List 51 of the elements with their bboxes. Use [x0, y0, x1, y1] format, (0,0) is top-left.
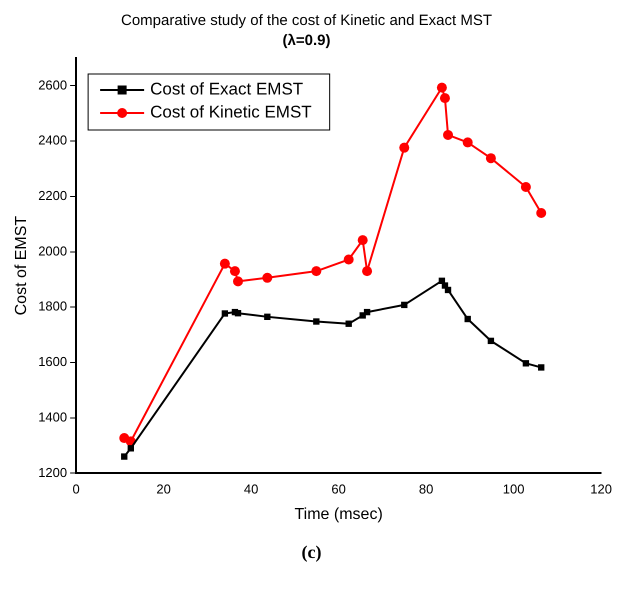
point — [311, 266, 322, 276]
legend-label: Cost of Exact EMST — [150, 80, 304, 99]
x-tick-label: 120 — [590, 482, 612, 497]
y-tick-label: 2600 — [38, 77, 68, 92]
x-tick-label: 0 — [72, 482, 80, 497]
y-tick-label: 1400 — [38, 409, 68, 424]
point — [121, 453, 128, 460]
point — [230, 266, 240, 276]
point — [234, 310, 242, 316]
point — [362, 266, 372, 276]
point — [488, 338, 494, 344]
point — [346, 320, 352, 327]
point — [128, 445, 134, 452]
point — [436, 82, 447, 93]
point — [262, 272, 272, 283]
point — [464, 316, 471, 322]
point — [443, 130, 454, 140]
point — [222, 310, 228, 317]
y-tick-label: 2000 — [38, 243, 68, 258]
point — [313, 318, 320, 325]
point — [220, 258, 230, 269]
x-tick-label: 80 — [418, 482, 434, 497]
text: (c) — [300, 542, 322, 563]
point — [399, 142, 410, 153]
y-tick-label: 1200 — [38, 464, 68, 480]
chart-title: Comparative study of the cost of Kinetic and Exact MST — [120, 12, 492, 30]
y-tick-label: 1800 — [38, 298, 68, 314]
point — [344, 254, 354, 265]
x-tick-label: 20 — [156, 482, 171, 497]
x-tick-label: 40 — [244, 482, 258, 497]
y-tick-label: 1600 — [38, 354, 68, 370]
chart-subtitle: (λ=0.9) — [282, 32, 330, 50]
point — [536, 208, 546, 218]
point — [401, 302, 408, 308]
x-tick-label: 60 — [331, 482, 346, 497]
point — [440, 93, 450, 104]
legend-label: Cost of Kinetic EMST — [150, 102, 312, 122]
point — [520, 182, 531, 192]
point — [233, 276, 244, 286]
y-axis-title: Cost of EMST — [13, 216, 30, 316]
point — [358, 235, 368, 246]
point — [462, 137, 473, 148]
point — [538, 364, 544, 371]
y-tick-label: 2400 — [38, 132, 68, 148]
point — [264, 314, 270, 320]
x-tick-label: 100 — [502, 482, 524, 497]
x-axis-title: Time (msec) — [294, 506, 383, 523]
point — [364, 308, 370, 316]
y-tick-label: 2200 — [38, 188, 68, 203]
point — [522, 360, 530, 366]
point — [486, 153, 496, 164]
